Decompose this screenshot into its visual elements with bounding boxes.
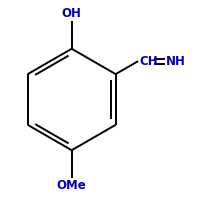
Text: NH: NH (166, 55, 186, 68)
Text: CH: CH (139, 55, 158, 68)
Text: OH: OH (62, 7, 82, 20)
Text: OMe: OMe (57, 179, 87, 192)
